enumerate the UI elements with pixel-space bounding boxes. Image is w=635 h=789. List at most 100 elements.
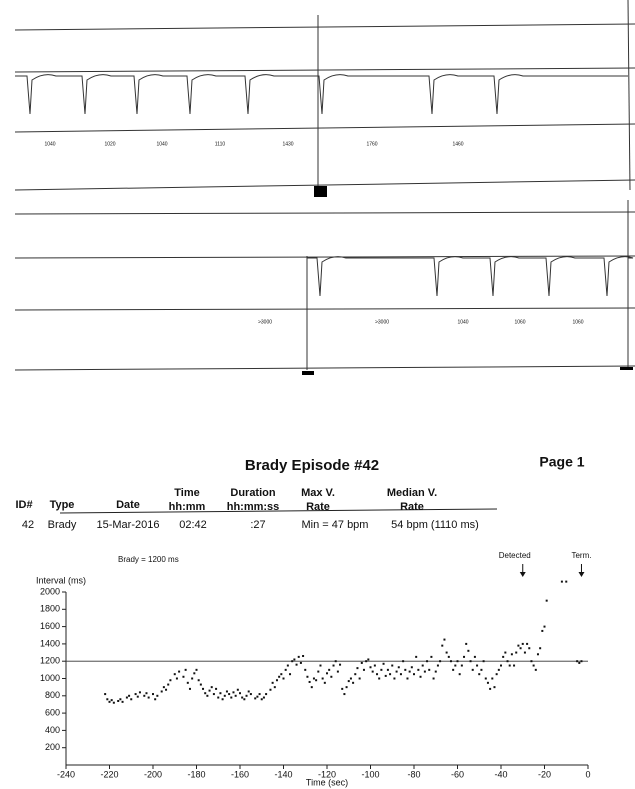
y-tick-label: 2000: [40, 586, 60, 596]
data-point: [152, 693, 154, 695]
data-point: [430, 656, 432, 658]
data-point: [393, 678, 395, 680]
annotation: Term.: [571, 551, 591, 560]
y-tick-label: 800: [45, 690, 60, 700]
marker: [620, 367, 633, 370]
data-point: [337, 671, 339, 673]
data-point: [402, 660, 404, 662]
data-point: [296, 664, 298, 666]
interval-label: 1430: [282, 141, 293, 147]
data-point: [509, 665, 511, 667]
data-point: [472, 669, 474, 671]
data-point: [163, 686, 165, 688]
y-tick-label: 1400: [40, 638, 60, 648]
data-point: [285, 669, 287, 671]
data-point: [420, 676, 422, 678]
column-header: Rate: [306, 501, 330, 513]
y-tick-label: 1600: [40, 621, 60, 631]
x-tick-label: -120: [318, 769, 336, 779]
data-point: [343, 693, 345, 695]
data-point: [322, 678, 324, 680]
data-point: [500, 665, 502, 667]
data-point: [243, 698, 245, 700]
data-point: [476, 665, 478, 667]
data-point: [387, 669, 389, 671]
data-point: [352, 682, 354, 684]
data-point: [148, 697, 150, 699]
data-point: [411, 666, 413, 668]
data-point: [409, 671, 411, 673]
data-point: [489, 688, 491, 690]
data-point: [400, 673, 402, 675]
data-point: [459, 673, 461, 675]
data-point: [111, 699, 113, 701]
data-point: [185, 669, 187, 671]
data-point: [483, 660, 485, 662]
data-point: [333, 665, 335, 667]
column-header: hh:mm: [169, 501, 206, 513]
data-point: [109, 701, 111, 703]
data-point: [441, 645, 443, 647]
data-point: [309, 681, 311, 683]
data-point: [298, 656, 300, 658]
data-point: [198, 679, 200, 681]
data-point: [578, 662, 580, 664]
interval-label: 1110: [215, 141, 226, 147]
data-point: [178, 671, 180, 673]
data-point: [374, 665, 376, 667]
data-point: [122, 701, 124, 703]
data-point: [417, 669, 419, 671]
data-point: [219, 692, 221, 694]
data-point: [422, 665, 424, 667]
data-point: [546, 600, 548, 602]
ecg-strip: [15, 200, 635, 370]
data-point: [143, 695, 145, 697]
data-point: [526, 643, 528, 645]
data-point: [176, 678, 178, 680]
data-point: [235, 695, 237, 697]
data-point: [502, 656, 504, 658]
data-point: [291, 660, 293, 662]
data-point: [465, 643, 467, 645]
x-tick-label: -240: [57, 769, 75, 779]
data-point: [289, 673, 291, 675]
data-point: [117, 700, 119, 702]
data-point: [206, 695, 208, 697]
column-header: ID#: [15, 499, 32, 511]
data-point: [491, 678, 493, 680]
data-point: [224, 695, 226, 697]
y-tick-label: 1800: [40, 604, 60, 614]
data-point: [528, 647, 530, 649]
data-point: [515, 652, 517, 654]
column-header: Median V.: [387, 487, 437, 499]
x-tick-label: -220: [100, 769, 118, 779]
annotation: Detected: [499, 551, 531, 560]
data-point: [487, 682, 489, 684]
data-point: [424, 671, 426, 673]
table-cell: Min = 47 bpm: [302, 519, 369, 531]
data-point: [493, 686, 495, 688]
data-point: [346, 686, 348, 688]
table-cell: 42: [22, 519, 34, 531]
data-point: [537, 653, 539, 655]
data-point: [165, 689, 167, 691]
data-point: [265, 693, 267, 695]
annotation-arrowhead: [578, 572, 584, 577]
table-cell: 15-Mar-2016: [97, 519, 160, 531]
data-point: [478, 673, 480, 675]
interval-label: 1760: [366, 141, 377, 147]
data-point: [278, 676, 280, 678]
x-tick-label: -60: [451, 769, 464, 779]
data-point: [370, 666, 372, 668]
data-point: [354, 673, 356, 675]
data-point: [304, 669, 306, 671]
x-tick-label: -200: [144, 769, 162, 779]
table-cell: 02:42: [179, 519, 207, 531]
data-point: [283, 678, 285, 680]
data-point: [541, 630, 543, 632]
data-point: [287, 665, 289, 667]
data-point: [450, 660, 452, 662]
data-point: [256, 696, 258, 698]
data-point: [161, 690, 163, 692]
data-point: [452, 669, 454, 671]
